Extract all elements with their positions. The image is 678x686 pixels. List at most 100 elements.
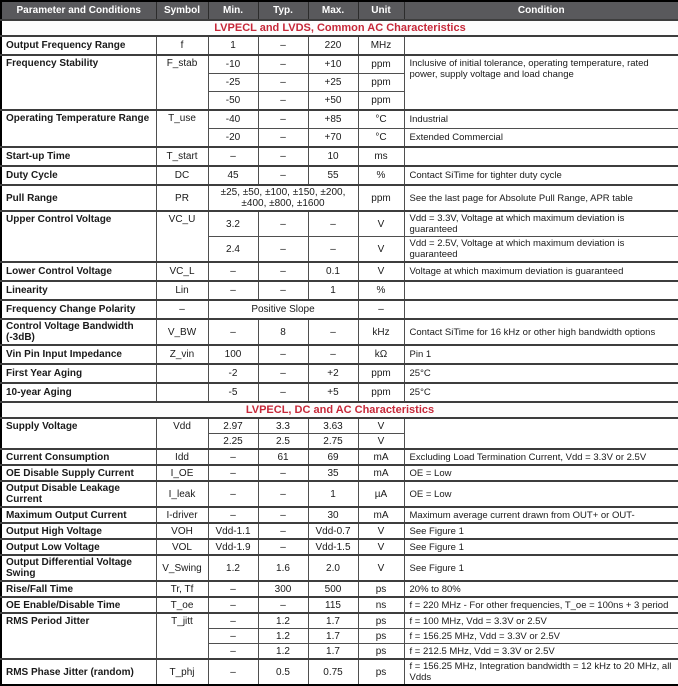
symbol-cell: VOL (155, 538, 209, 556)
value-cell: – (257, 128, 309, 148)
value-cell: 1.2 (257, 628, 309, 644)
value-cell: kΩ (357, 344, 405, 365)
value-cell: – (207, 464, 259, 482)
condition-cell: Excluding Load Termination Current, Vdd … (403, 448, 678, 466)
value-cell: 0.75 (307, 658, 359, 686)
condition-cell: Voltage at which maximum deviation is gu… (403, 261, 678, 282)
value-cell: mA (357, 448, 405, 466)
table-row: Output Differential Voltage Swing V_Swing… (0, 554, 678, 582)
table-row: -20– +70 °C Extended Commercial (1, 128, 678, 148)
symbol-cell: Idd (155, 448, 209, 466)
value-cell: 1.2 (207, 554, 259, 582)
value-cell: – (207, 318, 259, 346)
value-cell: mA (357, 506, 405, 524)
param-cell: RMS Period Jitter (0, 612, 157, 660)
value-cell: 300 (257, 580, 309, 598)
spec-table-header: Parameter and Conditions Symbol Min. Typ… (0, 0, 678, 21)
condition-cell: Maximum average current drawn from OUT+ … (403, 506, 678, 524)
table-row: Operating Temperature Range T_use -40– +85 °… (0, 109, 678, 148)
value-cell: 1.6 (257, 554, 309, 582)
value-cell: ±25, ±50, ±100, ±150, ±200, ±400, ±800, … (207, 184, 359, 212)
table-row: -25– +25 ppm (1, 73, 678, 92)
param-cell: Lower Control Voltage (0, 261, 157, 282)
table-row: Current Consumption Idd –61 69 mA Excluding L… (0, 448, 678, 466)
condition-cell: 25°C (403, 382, 678, 403)
value-cell: V (357, 236, 405, 263)
col-header-typ: Typ. (257, 0, 309, 21)
value-cell: – (207, 146, 259, 167)
value-cell: -2 (207, 363, 259, 384)
value-cell: 45 (207, 165, 259, 186)
symbol-cell: V_BW (155, 318, 209, 346)
param-cell: Frequency Change Polarity (0, 299, 157, 320)
symbol-cell: Vdd (155, 417, 209, 450)
param-cell: Output Differential Voltage Swing (0, 554, 157, 582)
value-cell: ps (357, 628, 405, 644)
section-title: LVPECL and LVDS, Common AC Characteristi… (0, 19, 678, 37)
value-cell: +70 (307, 128, 359, 148)
symbol-cell: I_OE (155, 464, 209, 482)
symbol-cell: Tr, Tf (155, 580, 209, 598)
value-cell: V (357, 522, 405, 540)
symbol-cell: VOH (155, 522, 209, 540)
value-cell: +25 (307, 73, 359, 92)
symbol-cell: DC (155, 165, 209, 186)
value-cell: -50 (207, 91, 259, 111)
condition-cell: Vdd = 3.3V, Voltage at which maximum dev… (403, 210, 678, 237)
param-cell: Start-up Time (0, 146, 157, 167)
value-cell: – (357, 299, 405, 320)
table-row: Upper Control Voltage VC_U 3.2– – V Vdd = 3.3… (0, 210, 678, 263)
symbol-cell: I-driver (155, 506, 209, 524)
col-header-max: Max. (307, 0, 359, 21)
condition-cell: Pin 1 (403, 344, 678, 365)
param-cell: 10-year Aging (0, 382, 157, 403)
value-cell: 69 (307, 448, 359, 466)
value-cell: – (257, 109, 309, 129)
value-cell: 1 (307, 480, 359, 508)
value-cell: – (257, 596, 309, 614)
value-cell: – (257, 522, 309, 540)
table-row: Maximum Output Current I-driver – –30 mA Maxi… (0, 506, 678, 524)
value-cell: 0.5 (257, 658, 309, 686)
symbol-cell: T_jitt (155, 612, 209, 660)
value-cell: -25 (207, 73, 259, 92)
value-cell: Vdd-1.1 (207, 522, 259, 540)
value-cell: +5 (307, 382, 359, 403)
condition-cell: OE = Low (403, 464, 678, 482)
value-cell: – (307, 236, 359, 263)
table-row: Frequency Stability F_stab -10– +10 ppm Inclu… (0, 54, 678, 111)
value-cell: mA (357, 464, 405, 482)
value-cell: – (257, 261, 309, 282)
param-cell: Operating Temperature Range (0, 109, 157, 148)
value-cell: – (207, 280, 259, 301)
table-row: First Year Aging -2– +2 ppm 25°C (0, 363, 678, 384)
value-cell: MHz (357, 35, 405, 56)
value-cell: – (257, 506, 309, 524)
section-header-row: LVPECL and LVDS, Common AC Characteristi… (0, 19, 678, 37)
table-row: RMS Phase Jitter (random) T_phj –0.5 0.75 ps… (0, 658, 678, 686)
value-cell: 3.63 (307, 417, 359, 434)
value-cell: 115 (307, 596, 359, 614)
value-cell: % (357, 280, 405, 301)
param-cell: Frequency Stability (0, 54, 157, 111)
value-cell: – (257, 35, 309, 56)
condition-cell (403, 417, 678, 450)
param-cell: Vin Pin Input Impedance (0, 344, 157, 365)
table-row: Vin Pin Input Impedance Z_vin 100– – kΩ Pin 1 (0, 344, 678, 365)
condition-cell (403, 146, 678, 167)
value-cell: – (307, 210, 359, 237)
param-cell: Duty Cycle (0, 165, 157, 186)
table-row: Supply Voltage Vdd 2.97 3.3 3.63 V (0, 417, 678, 450)
value-cell: – (257, 382, 309, 403)
value-cell: 3.3 (257, 417, 309, 434)
value-cell: ppm (357, 73, 405, 92)
value-cell: V (357, 417, 405, 434)
symbol-cell: Lin (155, 280, 209, 301)
value-cell: – (257, 73, 309, 92)
param-cell: RMS Phase Jitter (random) (0, 658, 157, 686)
condition-cell: f = 100 MHz, Vdd = 3.3V or 2.5V (403, 612, 678, 629)
condition-cell (403, 280, 678, 301)
param-cell: Maximum Output Current (0, 506, 157, 524)
param-cell: Output High Voltage (0, 522, 157, 540)
